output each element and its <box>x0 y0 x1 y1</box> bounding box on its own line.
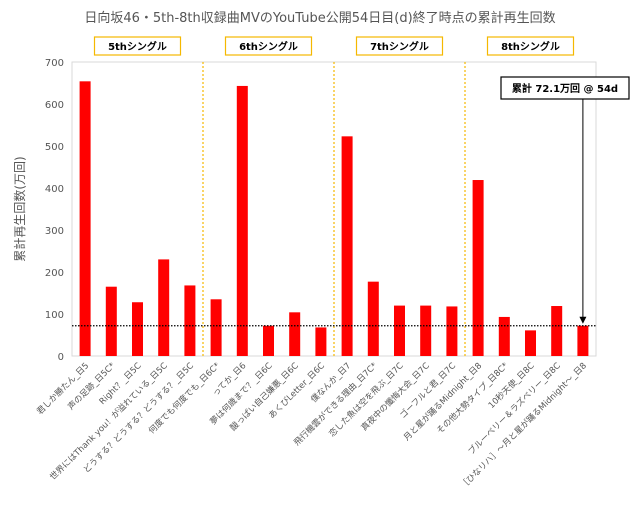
bar <box>420 305 432 356</box>
bar <box>105 286 117 356</box>
single-group-labels: 5thシングル 6thシングル 7thシングル 8thシングル <box>93 36 575 56</box>
group-label: 7thシングル <box>370 40 429 53</box>
bar <box>551 306 563 356</box>
group-label: 6thシングル <box>239 40 298 53</box>
group-label-box <box>486 36 575 56</box>
bar <box>289 312 301 356</box>
annotation-arrowhead <box>579 316 587 324</box>
bar <box>132 302 143 356</box>
bar <box>210 299 222 356</box>
x-tick-label: 声の足跡_日5C* <box>66 360 118 412</box>
bar <box>367 281 379 356</box>
y-axis-ticks: 0 100 200 300 400 500 600 700 <box>45 58 64 363</box>
y-tick-label: 300 <box>45 226 64 237</box>
bar <box>446 306 458 356</box>
group-label: 5thシングル <box>108 40 167 53</box>
bar <box>577 325 589 356</box>
bar <box>315 327 327 356</box>
bar <box>341 136 353 356</box>
y-tick-label: 400 <box>45 184 64 195</box>
single-group-dividers <box>202 62 466 356</box>
bar <box>79 81 91 356</box>
y-tick-label: 0 <box>58 352 64 363</box>
y-axis-label: 累計再生回数(万回) <box>12 156 27 261</box>
y-tick-label: 600 <box>45 100 64 111</box>
y-tick-label: 200 <box>45 268 64 279</box>
y-tick-label: 100 <box>45 310 64 321</box>
bar <box>236 85 248 356</box>
cumulative-annotation: 累計 72.1万回 @ 54d <box>500 76 630 324</box>
annotation-text: 累計 72.1万回 @ 54d <box>512 82 618 95</box>
y-tick-label: 700 <box>45 58 64 69</box>
group-label-box <box>93 36 182 56</box>
bar <box>498 316 510 356</box>
bar <box>184 285 196 356</box>
x-tick-label: 10秒天使_日8C <box>486 360 537 411</box>
group-label: 8thシングル <box>501 40 560 53</box>
y-tick-label: 500 <box>45 142 64 153</box>
group-label-box <box>355 36 444 56</box>
bar <box>394 305 405 356</box>
chart-title: 日向坂46・5th-8th収録曲MVのYouTube公開54日目(d)終了時点の… <box>84 10 555 26</box>
bar <box>263 325 274 356</box>
bar <box>158 259 170 356</box>
bar <box>472 180 484 356</box>
bar-series <box>79 81 589 356</box>
annotation-box <box>500 76 630 100</box>
group-label-box <box>224 36 313 56</box>
bar <box>525 330 536 356</box>
